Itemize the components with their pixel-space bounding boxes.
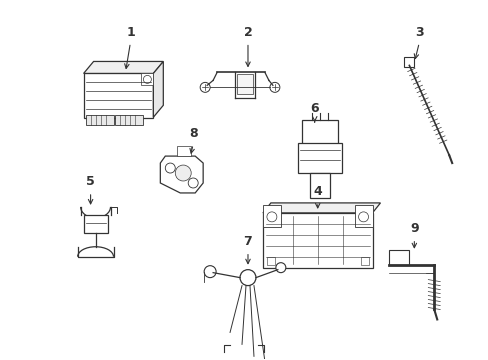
Bar <box>301 120 337 145</box>
Bar <box>354 205 372 227</box>
Bar <box>263 213 372 268</box>
Bar <box>266 257 274 265</box>
Circle shape <box>266 212 276 222</box>
Polygon shape <box>263 203 380 213</box>
Text: 2: 2 <box>243 26 252 39</box>
Circle shape <box>203 266 216 278</box>
Bar <box>388 250 408 265</box>
Bar <box>85 115 113 125</box>
Text: 9: 9 <box>409 222 418 235</box>
Text: 5: 5 <box>86 175 95 188</box>
Polygon shape <box>83 62 163 73</box>
Text: 6: 6 <box>310 102 318 115</box>
Circle shape <box>165 163 175 173</box>
Bar <box>404 58 413 67</box>
Circle shape <box>275 263 285 273</box>
Text: 7: 7 <box>243 235 252 248</box>
Text: 3: 3 <box>414 26 423 39</box>
Circle shape <box>188 178 198 188</box>
Bar <box>115 115 143 125</box>
Circle shape <box>143 75 151 84</box>
Polygon shape <box>160 156 203 193</box>
Circle shape <box>358 212 368 222</box>
Text: 1: 1 <box>126 26 135 39</box>
Bar <box>83 215 107 233</box>
Text: 4: 4 <box>313 185 322 198</box>
Bar <box>83 73 153 118</box>
Bar <box>297 143 341 173</box>
Bar <box>263 205 280 227</box>
Circle shape <box>175 165 191 181</box>
Polygon shape <box>153 62 163 117</box>
Bar <box>360 257 368 265</box>
Circle shape <box>200 82 210 92</box>
Bar <box>141 73 153 85</box>
Circle shape <box>269 82 279 92</box>
Circle shape <box>240 270 255 285</box>
Bar <box>309 173 329 198</box>
Bar <box>177 146 191 156</box>
Text: 8: 8 <box>188 127 197 140</box>
Bar <box>237 75 252 94</box>
